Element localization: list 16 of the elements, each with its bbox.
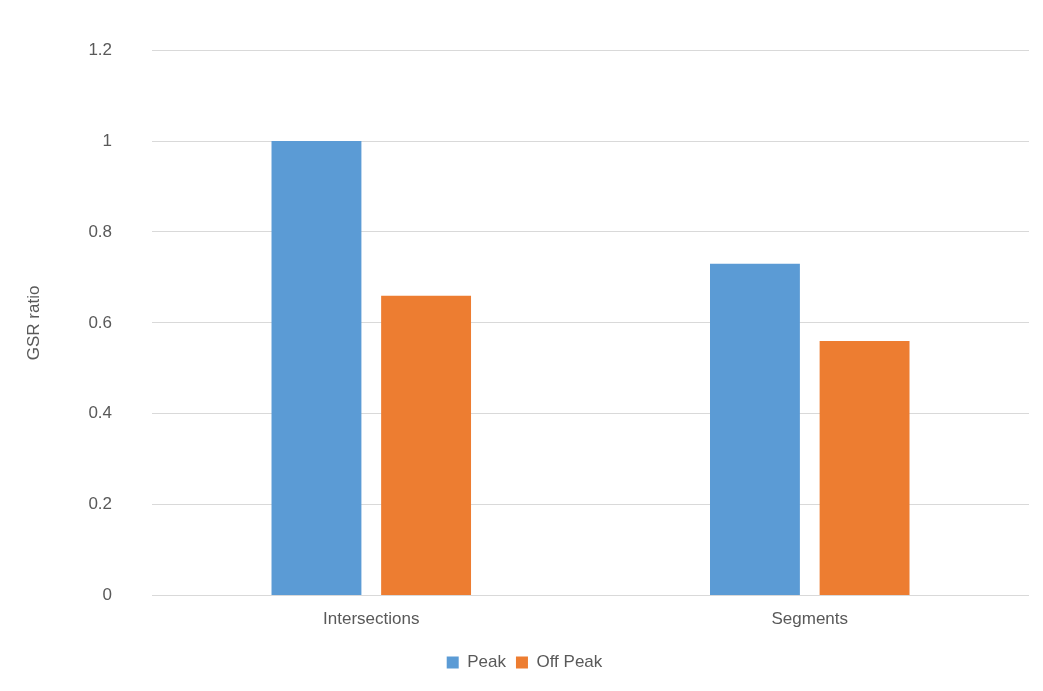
y-tick-label: 0.8 [88,221,113,241]
legend-label: Off Peak [536,652,603,672]
y-tick-label: 0 [102,585,113,605]
x-tick-label: Intersections [323,609,420,629]
legend-label: Peak [467,652,507,672]
bar [271,141,362,596]
bar [381,295,472,596]
y-tick-label: 1.2 [88,39,113,59]
y-tick-label: 0.6 [88,312,113,332]
y-axis-title: GSR ratio [23,285,43,361]
y-tick-label: 0.4 [88,403,113,423]
y-tick-label: 1 [102,130,113,150]
y-tick-label: 0.2 [88,494,113,514]
bar [710,263,800,596]
bar [819,341,910,596]
x-tick-label: Segments [771,609,849,629]
